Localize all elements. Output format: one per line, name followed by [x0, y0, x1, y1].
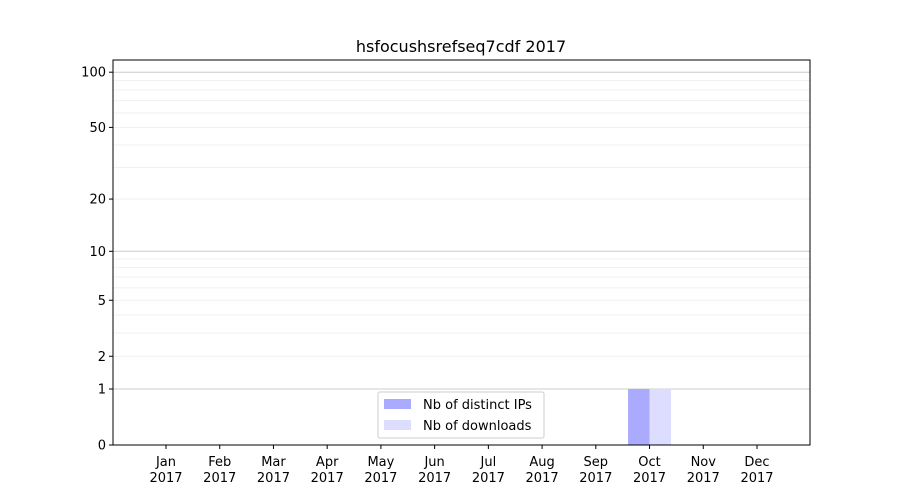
x-tick-label: Nov 2017: [687, 455, 720, 486]
x-tick-label: May 2017: [364, 455, 397, 486]
legend-label-distinct-ips: Nb of distinct IPs: [423, 398, 532, 413]
x-tick-label: Aug 2017: [526, 455, 559, 486]
legend-swatch-downloads: [384, 420, 411, 430]
y-tick-label: 100: [81, 66, 106, 81]
bar-downloads: [649, 389, 672, 445]
x-tick-label: Jan 2017: [149, 455, 182, 486]
y-tick-label: 5: [98, 294, 106, 309]
chart-title: hsfocushsrefseq7cdf 2017: [356, 37, 566, 56]
x-tick-label: Sep 2017: [579, 455, 612, 486]
x-tick-label: Feb 2017: [203, 455, 236, 486]
x-tick-label: Jun 2017: [418, 455, 451, 486]
legend-label-downloads: Nb of downloads: [423, 419, 532, 434]
y-tick-label: 1: [98, 383, 106, 398]
x-tick-label: Jul 2017: [472, 455, 505, 486]
legend-swatch-distinct-ips: [384, 399, 411, 409]
x-tick-label: Oct 2017: [633, 455, 666, 486]
plot-frame: [112, 59, 811, 446]
y-tick-label: 0: [98, 439, 106, 454]
x-tick-label: Dec 2017: [740, 455, 773, 486]
bar-distinct-ips: [628, 389, 650, 445]
legend: Nb of distinct IPs Nb of downloads: [377, 391, 545, 439]
y-tick-label: 20: [89, 193, 106, 208]
x-tick-label: Apr 2017: [311, 455, 344, 486]
y-tick-label: 50: [89, 121, 106, 136]
y-tick-label: 2: [98, 350, 106, 365]
y-tick-label: 10: [89, 245, 106, 260]
x-tick-label: Mar 2017: [257, 455, 290, 486]
